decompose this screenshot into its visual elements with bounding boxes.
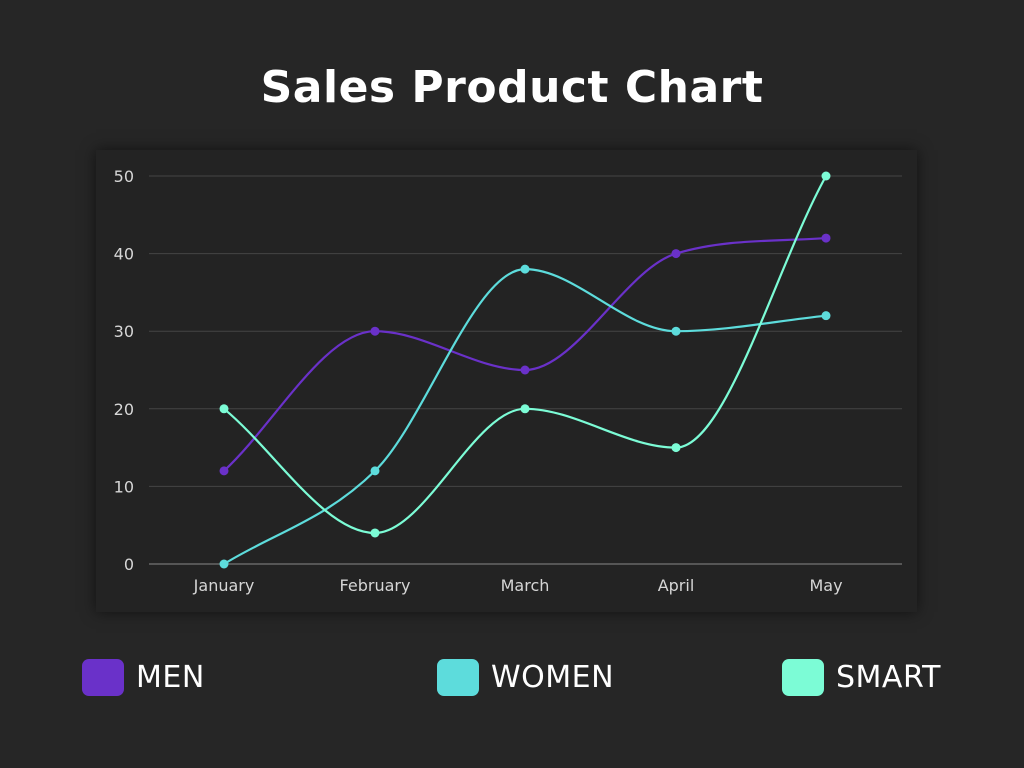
data-point-smart <box>520 404 530 414</box>
legend-item-women: WOMEN <box>437 658 614 696</box>
series-line-smart <box>223 175 827 535</box>
y-tick-label: 30 <box>114 322 134 341</box>
legend-label-men: MEN <box>136 659 205 695</box>
x-tick-label: April <box>658 576 695 595</box>
data-point-smart <box>821 171 831 181</box>
x-tick-label: February <box>340 576 411 595</box>
chart-panel: 0 10 20 30 40 50 January February March April May <box>96 150 917 612</box>
legend-swatch-women <box>437 658 479 696</box>
data-point-men <box>671 249 681 259</box>
data-point-smart <box>219 404 229 414</box>
line-chart: 0 10 20 30 40 50 January February March April May <box>114 167 902 595</box>
y-tick-label: 50 <box>114 167 134 186</box>
x-axis-ticks: January February March April May <box>193 576 843 595</box>
data-point-smart <box>671 443 681 453</box>
data-point-women <box>520 264 530 274</box>
legend-label-women: WOMEN <box>491 659 615 695</box>
data-point-men <box>219 466 229 476</box>
legend-swatch-smart <box>782 658 824 696</box>
x-tick-label: January <box>193 576 255 595</box>
data-point-men <box>370 326 380 336</box>
series-line-women <box>223 268 827 565</box>
data-point-women <box>671 326 681 336</box>
data-point-men <box>821 233 831 243</box>
y-tick-label: 20 <box>114 400 134 419</box>
legend-item-men: MEN <box>82 658 205 696</box>
y-tick-label: 0 <box>124 555 134 574</box>
series-lines <box>219 171 831 569</box>
y-tick-label: 10 <box>114 477 134 496</box>
data-point-smart <box>370 528 380 538</box>
legend-label-smart: SMART <box>836 659 941 695</box>
legend-item-smart: SMART <box>782 658 941 696</box>
data-point-women <box>370 466 380 476</box>
data-point-women <box>219 559 229 569</box>
legend-swatch-men <box>82 658 124 696</box>
y-axis-ticks: 0 10 20 30 40 50 <box>114 167 134 574</box>
x-tick-label: March <box>501 576 550 595</box>
y-tick-label: 40 <box>114 245 134 264</box>
data-point-men <box>520 365 530 375</box>
x-tick-label: May <box>809 576 842 595</box>
data-point-women <box>821 311 831 321</box>
chart-title: Sales Product Chart <box>260 62 764 113</box>
